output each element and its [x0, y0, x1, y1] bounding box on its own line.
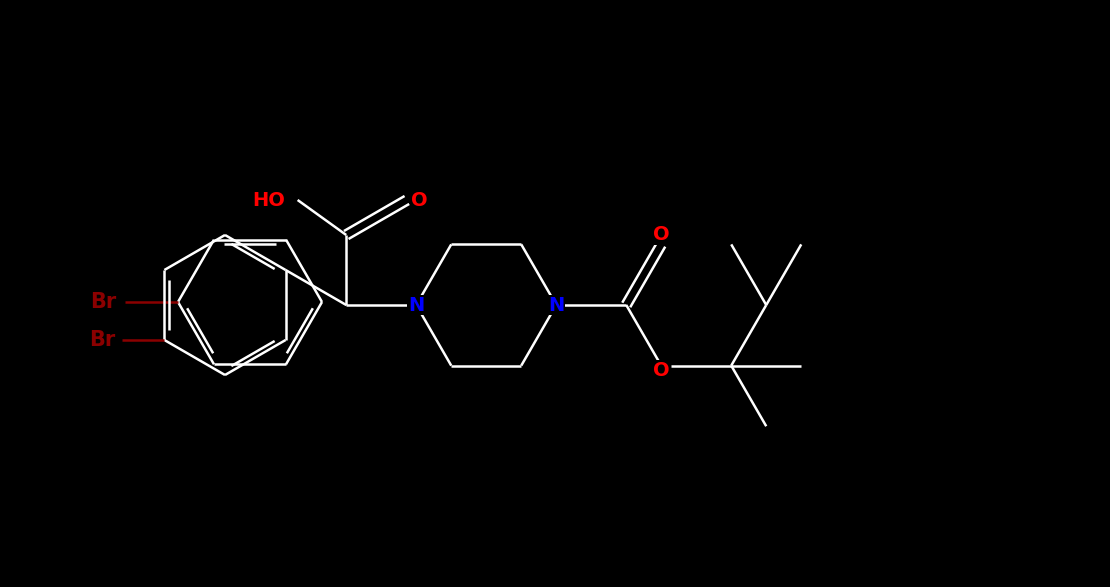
Text: N: N	[408, 295, 424, 315]
Text: Br: Br	[90, 292, 117, 312]
Text: O: O	[411, 191, 427, 210]
Text: O: O	[653, 361, 669, 380]
Text: N: N	[548, 295, 564, 315]
Text: HO: HO	[253, 191, 285, 210]
Text: O: O	[653, 225, 669, 244]
Text: Br: Br	[89, 330, 115, 350]
